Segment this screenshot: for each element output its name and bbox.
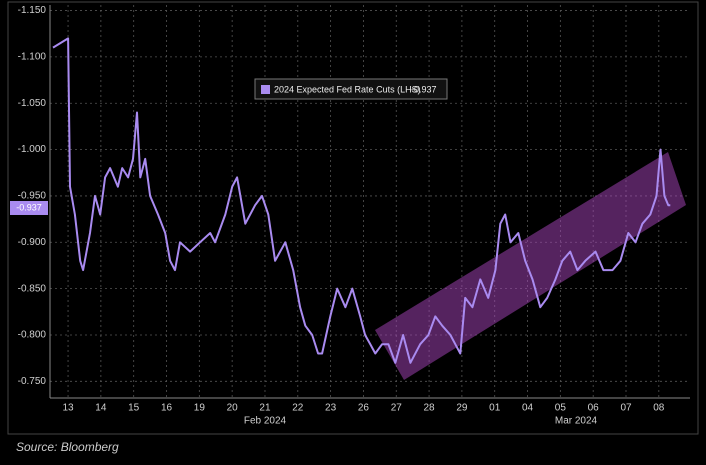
legend-label: 2024 Expected Fed Rate Cuts (LHS): [274, 84, 421, 94]
last-value-tag: [10, 200, 48, 215]
x-tick-label: 29: [456, 403, 468, 414]
y-tick-label: -1.000: [18, 144, 47, 155]
x-tick-label: 01: [489, 403, 501, 414]
y-tick-label: -1.100: [18, 52, 47, 63]
y-tick-label: -0.850: [18, 283, 47, 294]
y-tick-label: -1.150: [18, 5, 47, 16]
x-tick-label: 13: [62, 403, 74, 414]
y-tick-label: -0.900: [18, 237, 47, 248]
x-tick-label: 19: [194, 403, 206, 414]
x-tick-label: 21: [259, 403, 271, 414]
legend-swatch: [261, 85, 270, 94]
y-tick-label: -1.050: [18, 98, 47, 109]
last-value-label: -0.937: [16, 202, 42, 212]
plot: -0.937: [10, 37, 671, 364]
x-tick-label: 22: [292, 403, 304, 414]
x-tick-label: 07: [620, 403, 632, 414]
legend-value: -0.937: [411, 84, 437, 94]
x-tick-label: 14: [95, 403, 107, 414]
source: Source: Bloomberg: [16, 440, 119, 454]
month-label: Feb 2024: [244, 416, 287, 427]
x-tick-label: 06: [588, 403, 600, 414]
x-tick-label: 26: [358, 403, 370, 414]
trend-channel: [375, 152, 686, 380]
x-tick-label: 28: [424, 403, 436, 414]
x-tick-label: 27: [391, 403, 403, 414]
x-tick-label: 08: [653, 403, 665, 414]
frame: [7, 1, 699, 435]
x-tick-label: 15: [128, 403, 140, 414]
legend-box: [254, 78, 448, 100]
month-label: Mar 2024: [555, 416, 598, 427]
y-tick-label: -0.950: [18, 191, 47, 202]
x-tick-label: 23: [325, 403, 337, 414]
legend: 2024 Expected Fed Rate Cuts (LHS) -0.937: [254, 78, 448, 100]
y-tick-label: -0.750: [18, 376, 47, 387]
series-line: [52, 37, 671, 364]
x-tick-label: 04: [522, 403, 534, 414]
y-tick-label: -0.800: [18, 330, 47, 341]
x-tick-label: 20: [227, 403, 239, 414]
x-tick-label: 05: [555, 403, 567, 414]
x-tick-label: 16: [161, 403, 173, 414]
